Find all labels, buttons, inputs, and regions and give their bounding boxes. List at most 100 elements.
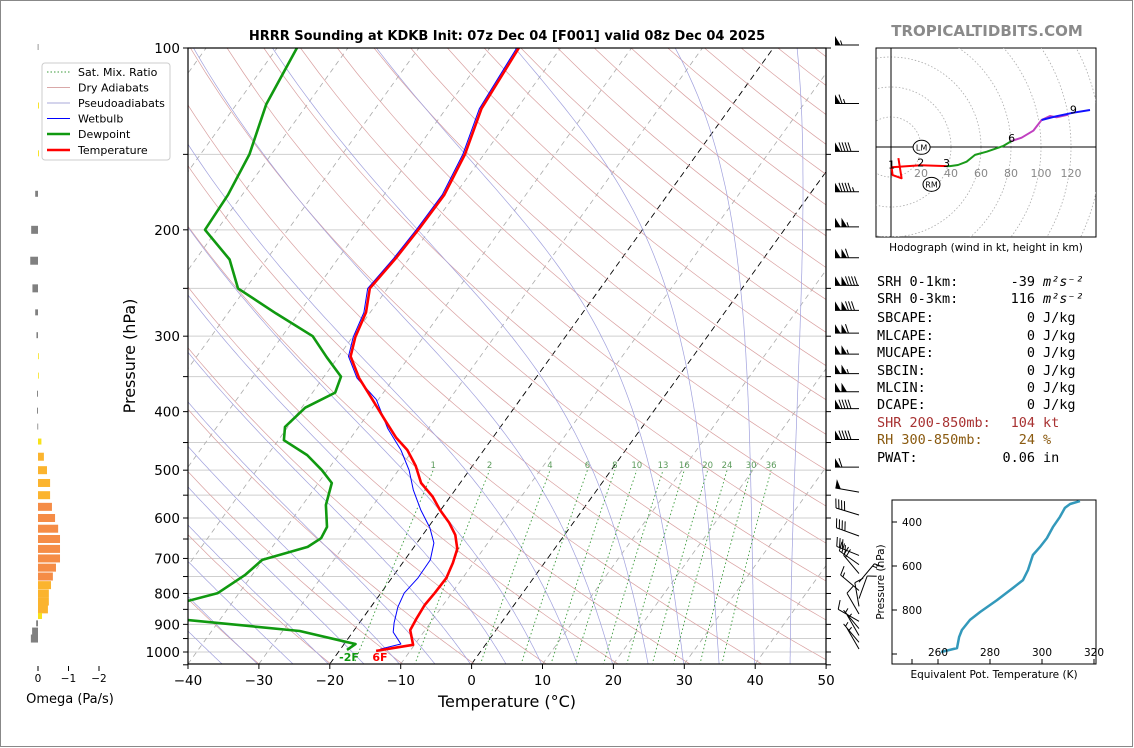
isotherm: [683, 466, 826, 664]
x-tick-label: 30: [676, 673, 693, 689]
barb-pennant: [841, 301, 847, 311]
pseudoadiabat: [193, 48, 613, 664]
barb-pennant: [841, 345, 847, 355]
stat-value: 0: [1027, 397, 1035, 413]
omega-bar: [38, 466, 47, 475]
barb-full: [836, 536, 838, 547]
omega-bar: [35, 190, 38, 197]
stat-unit: m²s⁻²: [1042, 274, 1084, 290]
mixing-ratio-line: [721, 470, 772, 664]
dry-adiabat: [188, 104, 826, 661]
hodograph-ring-label: 20: [914, 167, 928, 180]
barb-full: [838, 430, 843, 440]
barb-staff: [837, 608, 860, 622]
wind-barb: [846, 626, 860, 650]
theta-e-y-tick-label: 400: [902, 517, 922, 529]
barb-pennant: [835, 276, 841, 286]
wind-barb: [835, 458, 859, 468]
stat-value: 0: [1027, 328, 1035, 344]
omega-bar: [37, 407, 38, 414]
hodograph-ring-label: 80: [1004, 167, 1018, 180]
barb-full: [851, 301, 855, 311]
barb-full: [845, 324, 849, 334]
dry-adiabat: [520, 48, 826, 300]
y-tick-label: 1000: [146, 645, 180, 661]
legend: Sat. Mix. Ratio Dry Adiabats Pseudoadiab…: [41, 62, 171, 161]
hodograph-plot: 20 40 60 80 100 120 1 2 3 6 9 LM RM: [876, 48, 1096, 237]
barb-full: [847, 182, 852, 192]
stat-unit: in: [1043, 450, 1059, 466]
barb-half: [845, 608, 849, 613]
wind-barb: [835, 248, 859, 259]
stat-row-sbcin: SBCIN: 0 J/kg: [877, 363, 1076, 379]
theta-e-y-tick-label: 800: [902, 605, 922, 617]
omega-bar: [38, 353, 39, 360]
omega-tick-label: −1: [61, 673, 76, 685]
barb-full: [854, 276, 858, 286]
stat-unit: kt: [1043, 415, 1059, 431]
wind-barbs: [835, 36, 884, 650]
wind-barb: [835, 36, 859, 46]
theta-e-y-tick-label: 600: [902, 561, 922, 573]
barb-full: [839, 538, 841, 548]
y-tick-label: 600: [154, 511, 180, 527]
barb-pennant: [835, 382, 841, 392]
y-tick-label: 200: [154, 223, 180, 239]
wind-barb: [835, 94, 859, 105]
barb-full: [848, 301, 852, 311]
wind-barb: [837, 599, 860, 622]
y-axis-label: Pressure (hPa): [120, 299, 139, 414]
stat-unit: J/kg: [1043, 380, 1076, 396]
wind-barb: [835, 217, 859, 228]
barb-pennant: [835, 364, 841, 374]
omega-bar: [35, 309, 38, 316]
omega-bar: [38, 514, 56, 523]
stat-value: 0: [1027, 310, 1035, 326]
barb-full: [840, 566, 845, 576]
mixing-ratio-line: [603, 470, 664, 664]
barb-full: [838, 458, 843, 468]
stat-label: SRH 0-3km:: [877, 291, 958, 307]
wind-barb: [846, 613, 860, 636]
barb-pennant: [835, 399, 841, 409]
stat-label: SHR 200-850mb:: [877, 415, 991, 431]
wind-barb: [835, 518, 860, 537]
wind-barb: [858, 575, 877, 599]
barb-staff: [846, 592, 860, 615]
hodograph-ring-label: 60: [974, 167, 988, 180]
omega-bar: [36, 332, 38, 339]
barb-full: [838, 541, 843, 552]
y-tick-label: 800: [154, 586, 180, 602]
stat-unit: J/kg: [1043, 310, 1076, 326]
stat-value: 0.06: [1002, 450, 1035, 466]
theta-e-inset: 400 600 800 260 280 300 320: [891, 499, 1104, 665]
isotherm-highlight: [329, 48, 774, 664]
theta-e-plot: [940, 500, 1081, 654]
storm-motion-marker: [922, 176, 941, 192]
stat-value: 116: [1011, 291, 1035, 307]
omega-bar: [30, 256, 38, 265]
barb-full: [841, 430, 846, 440]
isotherm: [400, 72, 826, 664]
stat-unit: m²s⁻²: [1042, 291, 1084, 307]
barb-pennant: [841, 276, 847, 286]
hodograph-trace: [946, 140, 1013, 168]
dry-adiabat: [188, 165, 763, 664]
pseudoadiabat: [188, 445, 400, 664]
stat-value: -39: [1011, 274, 1035, 290]
dry-adiabat: [337, 48, 826, 471]
x-axis-label: Temperature (°C): [437, 692, 576, 711]
stat-value: 0: [1027, 363, 1035, 379]
barb-staff: [858, 575, 868, 599]
dry-adiabat: [188, 534, 332, 664]
barb-pennant: [841, 364, 847, 374]
pseudoadiabat: [188, 401, 436, 664]
barb-full: [841, 182, 846, 192]
barb-pennant: [841, 382, 847, 392]
legend-label: Dry Adiabats: [78, 82, 149, 95]
stat-row-srh-0-3km: SRH 0-3km: 116 m²s⁻²: [877, 291, 1084, 307]
hodograph: 20 40 60 80 100 120 1 2 3 6 9 LM RM: [875, 47, 1097, 238]
barb-pennant: [835, 479, 841, 489]
x-tick-label: 40: [747, 673, 764, 689]
